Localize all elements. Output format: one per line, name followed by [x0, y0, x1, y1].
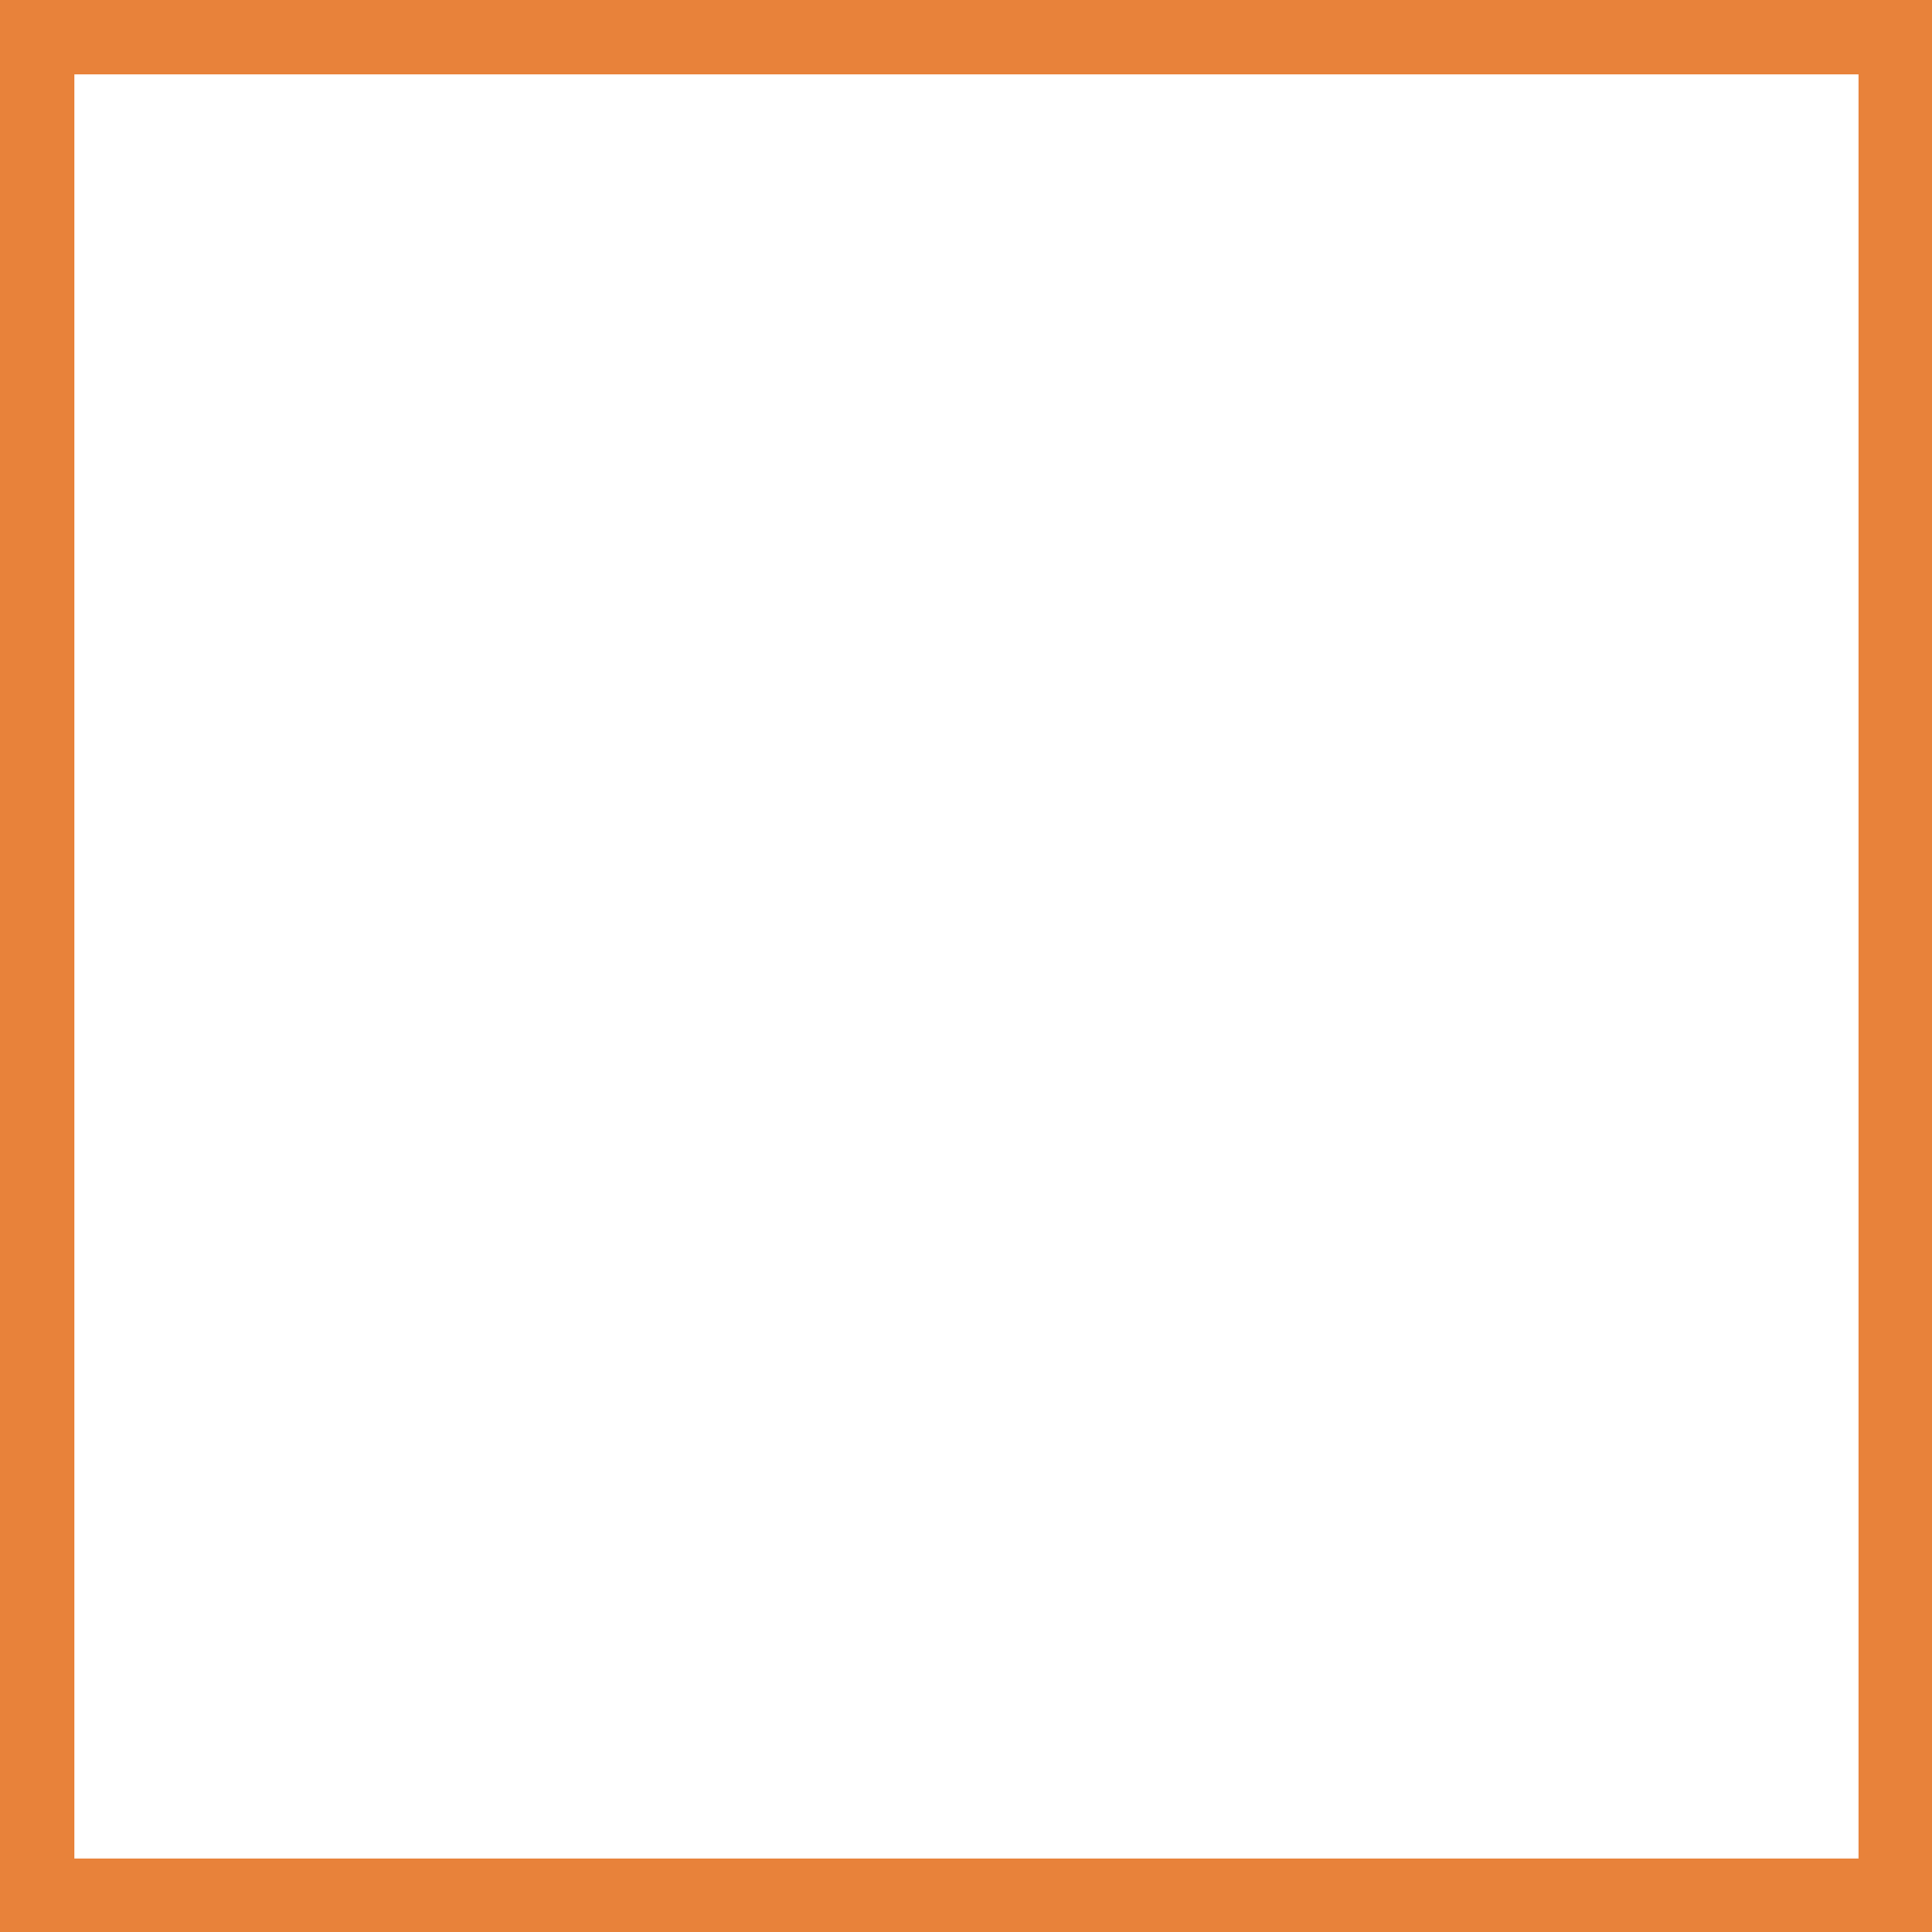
- Bar: [0, 1859, 1932, 1932]
- Bar: [0, 0, 1932, 73]
- Bar: [1859, 0, 1932, 1932]
- Bar: [0, 0, 73, 1932]
